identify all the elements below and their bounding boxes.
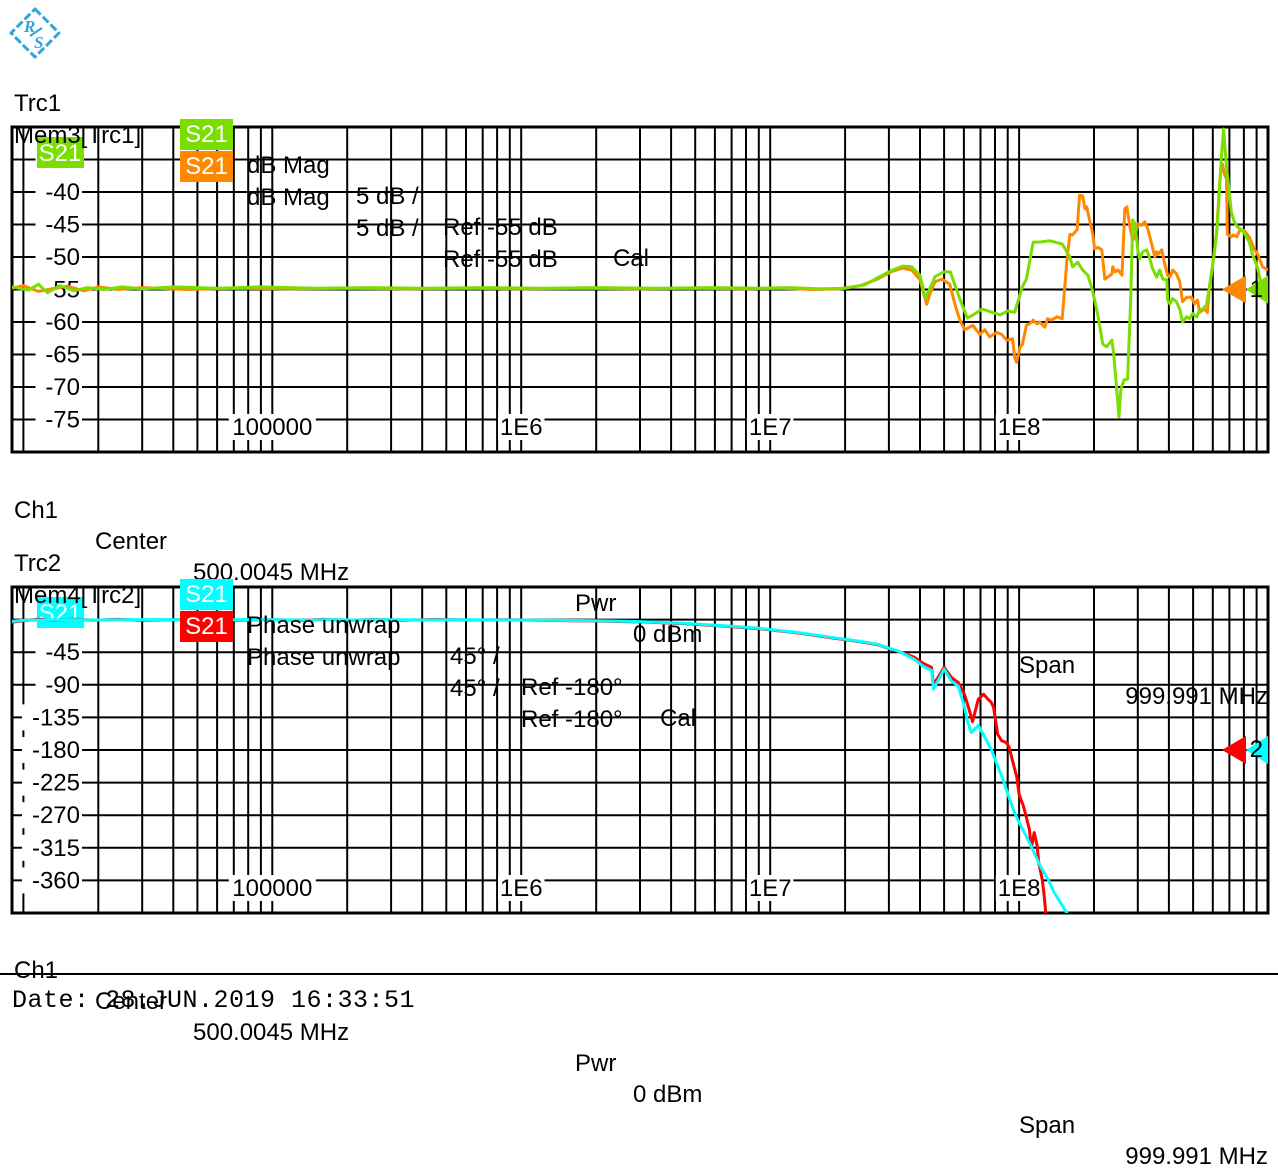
center2-value: 500.0045 MHz [193, 1019, 350, 1046]
channel1-label: Ch1 [14, 497, 59, 524]
date-time-stamp: Date: 28.JUN.2019 16:33:51 [12, 986, 416, 1015]
svg-text:1E8: 1E8 [998, 875, 1041, 902]
trace-Mem4Trc2 [12, 617, 1048, 913]
ref-marker-Trc1 [1246, 275, 1268, 304]
trace2-ref: Ref -180° [521, 674, 623, 701]
trace1-scale: 5 dB / [356, 183, 419, 210]
trace2-sparam-badge: S21 [180, 579, 233, 610]
mem4-header-row: Mem4[Trc2] S21 Phase unwrap 45° / Ref -1… [0, 549, 1278, 733]
pwr2-value: 0 dBm [633, 1081, 703, 1108]
trace1-cal-indicator: Cal [613, 245, 650, 272]
mem4-name: Mem4[Trc2] [14, 582, 142, 609]
center1-label: Center [95, 528, 168, 555]
trace-Trc2 [12, 618, 1069, 913]
svg-text:R: R [23, 17, 35, 36]
svg-text:-50: -50 [45, 244, 80, 271]
span2-label: Span [1019, 1112, 1076, 1139]
svg-text:1E6: 1E6 [500, 414, 543, 441]
mem4-scale: 45° / [450, 675, 500, 702]
mem4-ref: Ref -180° [521, 706, 623, 733]
trace2-header-row: Trc2 S21 Phase unwrap 45° / Ref -180° Ca… [0, 517, 1278, 763]
svg-text:1E8: 1E8 [998, 414, 1041, 441]
svg-text:-360: -360 [32, 867, 80, 894]
channel2-label: Ch1 [14, 957, 59, 984]
svg-text:-45: -45 [45, 212, 80, 239]
svg-text:1E7: 1E7 [749, 414, 792, 441]
y-axis-labels-window1: -35-40-45-50-55-60-65-70-75 [35, 146, 82, 434]
trace2-cal-indicator: Cal [660, 705, 697, 732]
svg-text:1E6: 1E6 [500, 875, 543, 902]
pwr2-label: Pwr [575, 1050, 617, 1077]
svg-text:-135: -135 [32, 704, 80, 731]
span1-label: Span [1019, 652, 1076, 679]
span2-value: 999.991 MHz [1125, 1143, 1268, 1170]
plot-sparam-badge-window1: S21 [37, 137, 84, 168]
svg-text:-90: -90 [45, 672, 80, 699]
rohde-schwarz-logo-icon: R S [9, 7, 61, 59]
ref-marker-Mem3Trc1 [1222, 275, 1246, 304]
channel2-footer-row: Ch1 Center 500.0045 MHz Pwr 0 dBm Span 9… [0, 924, 1278, 1170]
svg-text:-70: -70 [45, 374, 80, 401]
mem4-sparam-badge: S21 [180, 611, 233, 642]
svg-text:-225: -225 [32, 770, 80, 797]
trace1-format: dB Mag [247, 152, 330, 179]
mem3-name: Mem3[Trc1] [14, 122, 142, 149]
mem3-sparam-badge: S21 [180, 151, 233, 182]
trace1-sparam-badge: S21 [180, 119, 233, 150]
trace2-format: Phase unwrap [247, 612, 401, 639]
svg-text:-40: -40 [45, 179, 80, 206]
svg-text:-315: -315 [32, 835, 80, 862]
trace2-name: Trc2 [14, 550, 62, 577]
mem3-ref: Ref -55 dB [443, 246, 558, 273]
x-axis-labels-window1: 100000 1E6 1E7 1E8 [228, 414, 1043, 441]
svg-text:S21: S21 [39, 600, 82, 627]
ref-marker-Mem4Trc2 [1222, 736, 1246, 764]
mem4-format: Phase unwrap [247, 644, 401, 671]
svg-text:-180: -180 [32, 737, 80, 764]
svg-text:-65: -65 [45, 342, 80, 369]
svg-text:-60: -60 [45, 309, 80, 336]
svg-text:-270: -270 [32, 802, 80, 829]
ref-marker-Trc2 [1246, 736, 1268, 764]
svg-text:S21: S21 [39, 140, 82, 167]
svg-text:100000: 100000 [232, 414, 312, 441]
svg-text:S: S [34, 33, 43, 52]
center2-label: Center [95, 988, 168, 1015]
trace2-scale: 45° / [450, 643, 500, 670]
mem3-scale: 5 dB / [356, 215, 419, 242]
span1-value: 999.991 MHz [1125, 683, 1268, 710]
svg-text:-45: -45 [45, 639, 80, 666]
trace-Trc1 [12, 127, 1268, 419]
plot-sparam-badge-window2: S21 [37, 597, 84, 628]
mem3-format: dB Mag [247, 184, 330, 211]
channel1-footer-row: Ch1 Center 500.0045 MHz Pwr 0 dBm Span 9… [0, 464, 1278, 710]
pwr1-label: Pwr [575, 590, 617, 617]
mem3-header-row: Mem3[Trc1] S21 dB Mag 5 dB / Ref -55 dB [0, 89, 1278, 273]
vna-screen: { "logo_icon": "rohde-schwarz-logo", "co… [0, 7, 1278, 1170]
svg-text:1E7: 1E7 [749, 875, 792, 902]
x-axis-labels-window2: 100000 1E6 1E7 1E8 [228, 875, 1043, 902]
svg-text:100000: 100000 [232, 875, 312, 902]
window2-number: 2 [1249, 736, 1263, 763]
pwr1-value: 0 dBm [633, 621, 703, 648]
y-axis-labels-window2: 0-45-90-135-180-225-270-315-360 [22, 606, 82, 894]
window1-number: 1 [1249, 276, 1263, 303]
trace1-name: Trc1 [14, 90, 62, 117]
trace1-header-row: Trc1 S21 dB Mag 5 dB / Ref -55 dB Cal 1 [0, 57, 1278, 303]
svg-text:-75: -75 [45, 407, 80, 434]
trace1-ref: Ref -55 dB [443, 214, 558, 241]
